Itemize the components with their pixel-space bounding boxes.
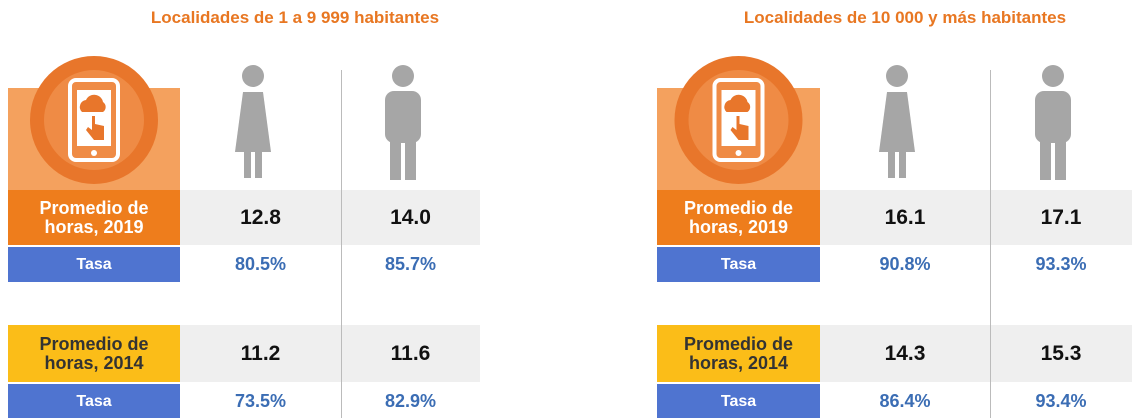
value-cell: 11.2 <box>180 325 341 382</box>
row-label: Tasa <box>657 384 820 418</box>
column-separator <box>341 70 342 418</box>
value-cell: 90.8% <box>879 254 931 274</box>
value-cell: 17.1 <box>990 190 1132 245</box>
row-label: Promedio de horas, 2014 <box>657 325 820 382</box>
row-label: Tasa <box>657 247 820 282</box>
value-cell: 86.4% <box>879 390 931 411</box>
device-icon <box>657 56 820 190</box>
woman-icon <box>879 65 915 178</box>
value-cell: 93.3% <box>1035 254 1087 274</box>
column-separator <box>990 70 991 418</box>
value-cell: 82.9% <box>384 390 437 411</box>
row-label: Promedio de horas, 2019 <box>8 190 180 245</box>
value-cell: 73.5% <box>234 390 287 411</box>
row-label: Promedio de horas, 2014 <box>8 325 180 382</box>
panel-title: Localidades de 10 000 y más habitantes <box>743 8 1067 27</box>
row-label: Tasa <box>8 247 180 282</box>
value-cell: 93.4% <box>1035 390 1087 411</box>
row-label: Promedio de horas, 2019 <box>657 190 820 245</box>
device-icon <box>8 56 180 190</box>
value-cell: 12.8 <box>180 190 341 245</box>
man-icon <box>1035 65 1071 180</box>
man-icon <box>384 65 421 180</box>
value-cell: 16.1 <box>820 190 990 245</box>
woman-icon <box>234 65 271 178</box>
row-label: Tasa <box>8 384 180 418</box>
value-cell: 14.0 <box>341 190 480 245</box>
panel-title: Localidades de 1 a 9 999 habitantes <box>150 8 440 27</box>
value-cell: 14.3 <box>820 325 990 382</box>
value-cell: 85.7% <box>384 254 437 274</box>
value-cell: 80.5% <box>234 254 287 274</box>
value-cell: 15.3 <box>990 325 1132 382</box>
value-cell: 11.6 <box>341 325 480 382</box>
